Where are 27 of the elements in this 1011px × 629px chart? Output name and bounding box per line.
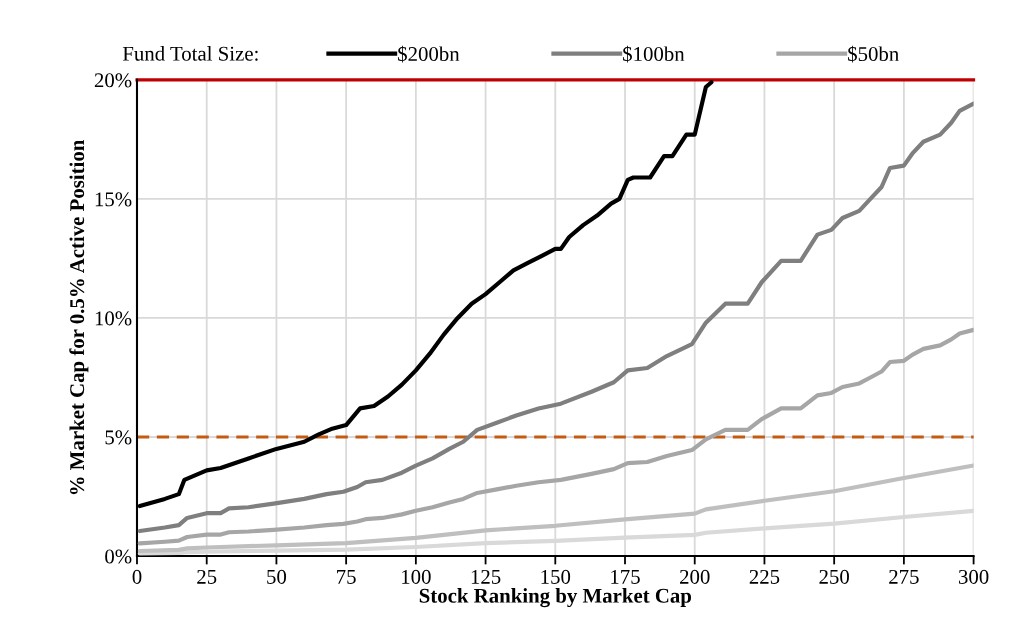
line-series xyxy=(137,327,974,546)
x-tick-label: 50 xyxy=(267,569,287,584)
legend-title: Fund Total Size: xyxy=(122,46,258,61)
x-tick-label: 275 xyxy=(889,569,919,584)
y-axis-title: % Market Cap for 0.5% Active Position xyxy=(69,139,89,495)
x-tick-label: 75 xyxy=(337,570,356,584)
x-tick-label: 200 xyxy=(680,569,710,584)
x-tick-label: 25 xyxy=(197,569,217,584)
x-tick-label: 175 xyxy=(611,569,640,584)
legend-label: $200bn xyxy=(398,45,460,63)
legend-label: $100bn xyxy=(623,45,685,63)
y-tick-label: 15% xyxy=(95,192,132,207)
y-tick-label: 0% xyxy=(105,549,132,564)
x-tick-label: 100 xyxy=(402,569,431,584)
legend-label: $50bn xyxy=(848,45,899,63)
y-tick-label: 5% xyxy=(105,430,132,445)
x-tick-label: 300 xyxy=(958,569,989,584)
y-tick-label: 20% xyxy=(94,73,132,88)
x-tick-label: 0 xyxy=(132,569,142,584)
x-axis-title: Stock Ranking by Market Cap xyxy=(419,588,692,608)
x-tick-label: 125 xyxy=(471,569,501,584)
line-series xyxy=(137,101,974,534)
y-tick-label: 10% xyxy=(95,311,132,326)
x-tick-label: 225 xyxy=(749,569,780,584)
x-tick-label: 250 xyxy=(819,569,849,584)
line-series xyxy=(137,463,974,554)
x-tick-label: 150 xyxy=(541,569,571,584)
